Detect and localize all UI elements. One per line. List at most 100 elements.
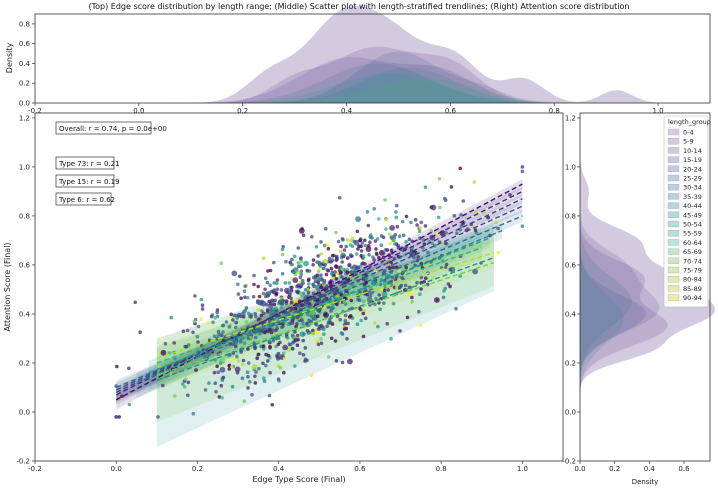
scatter-point xyxy=(309,373,314,378)
scatter-point xyxy=(234,325,238,330)
scatter-point xyxy=(186,343,191,347)
scatter-point xyxy=(303,346,308,350)
scatter-point xyxy=(213,358,217,362)
scatter-point xyxy=(336,293,340,298)
scatter-point xyxy=(234,320,239,325)
scatter-point xyxy=(363,262,367,266)
top-x-tick-label: 0.6 xyxy=(445,107,457,115)
scatter-point xyxy=(397,234,402,238)
scatter-point xyxy=(239,296,243,301)
legend-swatch xyxy=(667,239,680,246)
scatter-point xyxy=(298,351,302,356)
scatter-point xyxy=(458,166,463,171)
middle-x-tick-label: 0.8 xyxy=(436,465,447,473)
scatter-point xyxy=(311,275,316,280)
scatter-point xyxy=(169,315,173,320)
scatter-point xyxy=(283,281,288,285)
top-x-tick-label: 0.2 xyxy=(237,107,248,115)
scatter-point xyxy=(257,366,261,371)
scatter-point xyxy=(307,282,311,286)
scatter-point xyxy=(274,281,279,286)
top-area-25-29 xyxy=(112,67,684,103)
scatter-point xyxy=(302,332,306,336)
scatter-point xyxy=(305,329,310,333)
scatter-point xyxy=(241,362,245,367)
scatter-point xyxy=(218,333,222,337)
scatter-point xyxy=(200,303,205,308)
legend-swatch xyxy=(667,294,680,301)
middle-y-ticks: -0.2 0.0 0.2 0.4 0.6 0.8 1.0 1.2 xyxy=(16,114,35,466)
scatter-point xyxy=(290,262,294,267)
scatter-point xyxy=(194,368,198,372)
middle-y-tick-label: 1.2 xyxy=(19,114,30,122)
scatter-point xyxy=(319,240,323,244)
scatter-point xyxy=(394,285,399,290)
scatter-point xyxy=(363,243,368,248)
scatter-point xyxy=(173,356,177,361)
scatter-point xyxy=(314,323,319,327)
trend-band-Type 15 xyxy=(156,238,494,423)
right-area-20-24 xyxy=(580,142,632,425)
top-y-tick-label: 0.0 xyxy=(19,100,30,108)
scatter-point xyxy=(343,313,348,318)
scatter-point xyxy=(256,352,261,357)
scatter-point xyxy=(323,312,329,318)
scatter-point xyxy=(275,354,280,359)
scatter-point xyxy=(294,298,299,303)
scatter-point xyxy=(270,307,277,314)
scatter-point xyxy=(323,263,328,267)
scatter-point xyxy=(287,281,292,285)
scatter-point xyxy=(371,255,375,259)
scatter-point xyxy=(377,217,381,221)
scatter-point xyxy=(324,272,329,277)
middle-x-tick-label: -0.2 xyxy=(28,465,42,473)
scatter-point xyxy=(305,268,310,273)
scatter-point xyxy=(295,333,300,338)
middle-x-tick-label: 1.0 xyxy=(517,465,528,473)
scatter-point xyxy=(254,314,258,319)
annotation-type6-text: Type 6: r = 0.62 xyxy=(58,196,115,204)
scatter-point xyxy=(444,231,448,235)
scatter-point xyxy=(205,321,210,326)
scatter-point xyxy=(248,380,252,384)
scatter-point xyxy=(394,210,398,214)
scatter-point xyxy=(383,198,387,202)
scatter-point xyxy=(311,263,316,267)
annotation-type6-box xyxy=(55,192,112,206)
scatter-point xyxy=(274,344,278,349)
scatter-point xyxy=(258,331,262,336)
scatter-point xyxy=(363,316,368,321)
scatter-point xyxy=(284,287,290,294)
scatter-point xyxy=(349,298,354,303)
scatter-point xyxy=(304,304,309,309)
scatter-point xyxy=(443,196,447,201)
scatter-point xyxy=(266,353,271,358)
scatter-point xyxy=(241,325,245,330)
top-y-label: Density xyxy=(5,43,14,74)
legend-label: 35-39 xyxy=(683,193,702,201)
scatter-point xyxy=(315,314,320,319)
scatter-point xyxy=(455,231,459,236)
scatter-point xyxy=(299,269,304,274)
middle-x-tick-label: 0.0 xyxy=(111,465,122,473)
scatter-point xyxy=(252,282,256,287)
scatter-point xyxy=(338,317,343,322)
legend-swatch xyxy=(667,156,680,163)
scatter-point xyxy=(231,357,236,362)
scatter-point xyxy=(264,363,268,368)
top-panel: -0.2 0.0 0.2 0.4 0.6 0.8 1.0 0.00.20.40.60.8 D… xyxy=(5,5,711,115)
top-y-tick-label: 0.8 xyxy=(19,20,30,28)
scatter-point xyxy=(377,255,381,260)
scatter-point xyxy=(255,356,259,361)
scatter-point xyxy=(311,331,316,336)
scatter-point xyxy=(200,307,205,311)
scatter-point xyxy=(301,353,306,357)
scatter-point xyxy=(438,205,442,210)
scatter-point xyxy=(369,233,373,237)
scatter-point xyxy=(272,260,276,265)
scatter-point xyxy=(290,333,295,338)
legend-swatch xyxy=(667,248,680,255)
scatter-point xyxy=(341,238,345,242)
scatter-point xyxy=(355,229,360,234)
scatter-point xyxy=(281,324,285,329)
